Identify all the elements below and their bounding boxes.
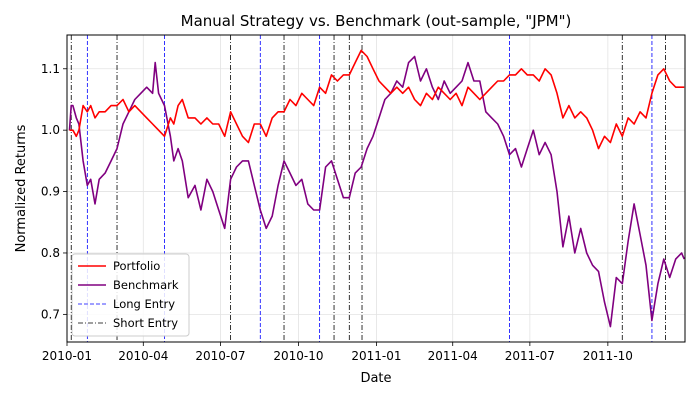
chart-title: Manual Strategy vs. Benchmark (out-sampl… [181, 12, 572, 30]
y-tick-label: 0.8 [41, 246, 60, 260]
y-tick-label: 0.9 [41, 185, 60, 199]
y-tick-label: 1.0 [41, 123, 60, 137]
x-tick-label: 2011-10 [583, 349, 633, 363]
x-tick-label: 2010-10 [273, 349, 323, 363]
x-axis: 2010-01 2010-04 2010-07 2010-10 2011-01 2011-… [42, 342, 633, 363]
legend: Portfolio Benchmark Long Entry Short Entry [71, 253, 190, 337]
plot-frame [66, 34, 686, 343]
y-tick-label: 1.1 [41, 62, 60, 76]
x-tick-label: 2010-07 [195, 349, 245, 363]
legend-label: Benchmark [113, 278, 179, 292]
benchmark-line [68, 55, 685, 328]
x-tick-label: 2011-04 [428, 349, 478, 363]
legend-label: Long Entry [113, 297, 175, 311]
x-tick-label: 2011-01 [351, 349, 401, 363]
portfolio-line [69, 49, 685, 150]
x-tick-label: 2010-04 [118, 349, 168, 363]
y-axis-label: Normalized Returns [14, 124, 29, 252]
y-tick-label: 0.7 [41, 307, 60, 321]
legend-box [71, 253, 190, 337]
x-tick-label: 2011-07 [505, 349, 555, 363]
legend-label: Short Entry [113, 316, 178, 330]
y-axis: 0.7 0.8 0.9 1.0 1.1 [41, 62, 67, 321]
series-lines [68, 49, 685, 328]
x-axis-label: Date [360, 371, 391, 386]
x-tick-label: 2010-01 [42, 349, 92, 363]
legend-label: Portfolio [113, 259, 160, 273]
